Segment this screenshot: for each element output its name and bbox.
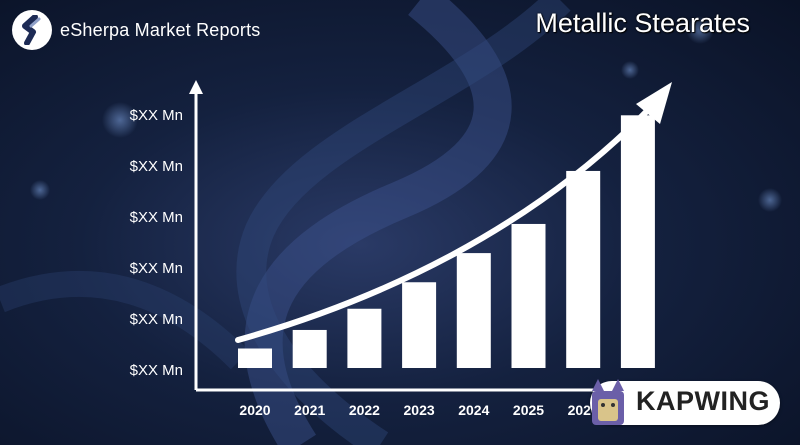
trend-arrow (235, 107, 651, 343)
x-tick-label: 2020 (239, 402, 270, 418)
kapwing-mascot-icon (592, 379, 624, 425)
y-tick-label: $XX Mn (130, 260, 183, 277)
y-tick-label: $XX Mn (130, 158, 183, 175)
bar-2020 (238, 348, 272, 368)
bar-2025 (511, 223, 546, 368)
y-tick-label: $XX Mn (130, 107, 183, 124)
bar-2024 (456, 253, 491, 368)
bar-2023 (402, 282, 437, 368)
y-tick-label: $XX Mn (130, 362, 183, 379)
x-tick-label: 2024 (458, 402, 489, 418)
brand-name: eSherpa Market Reports (60, 19, 261, 40)
bar-2026 (566, 170, 601, 368)
bar-2027 (620, 115, 655, 368)
esherpa-s-logo-icon (12, 10, 52, 50)
x-tick-label: 2022 (349, 402, 380, 418)
x-tick-label: 2021 (294, 402, 325, 418)
x-tick-label: 2023 (404, 402, 435, 418)
page-title: Metallic Stearates (535, 8, 750, 38)
y-axis-arrowhead (189, 80, 203, 94)
y-tick-label: $XX Mn (130, 311, 183, 328)
kapwing-watermark: KAPWING (590, 379, 780, 425)
trend-arrowhead (636, 82, 672, 124)
bar-2022 (347, 308, 382, 368)
x-tick-label: 2025 (513, 402, 544, 418)
y-tick-label: $XX Mn (130, 209, 183, 226)
brand-header: eSherpa Market Reports (12, 10, 261, 50)
watermark-text: KAPWING (636, 386, 770, 416)
bar-2021 (292, 329, 327, 368)
